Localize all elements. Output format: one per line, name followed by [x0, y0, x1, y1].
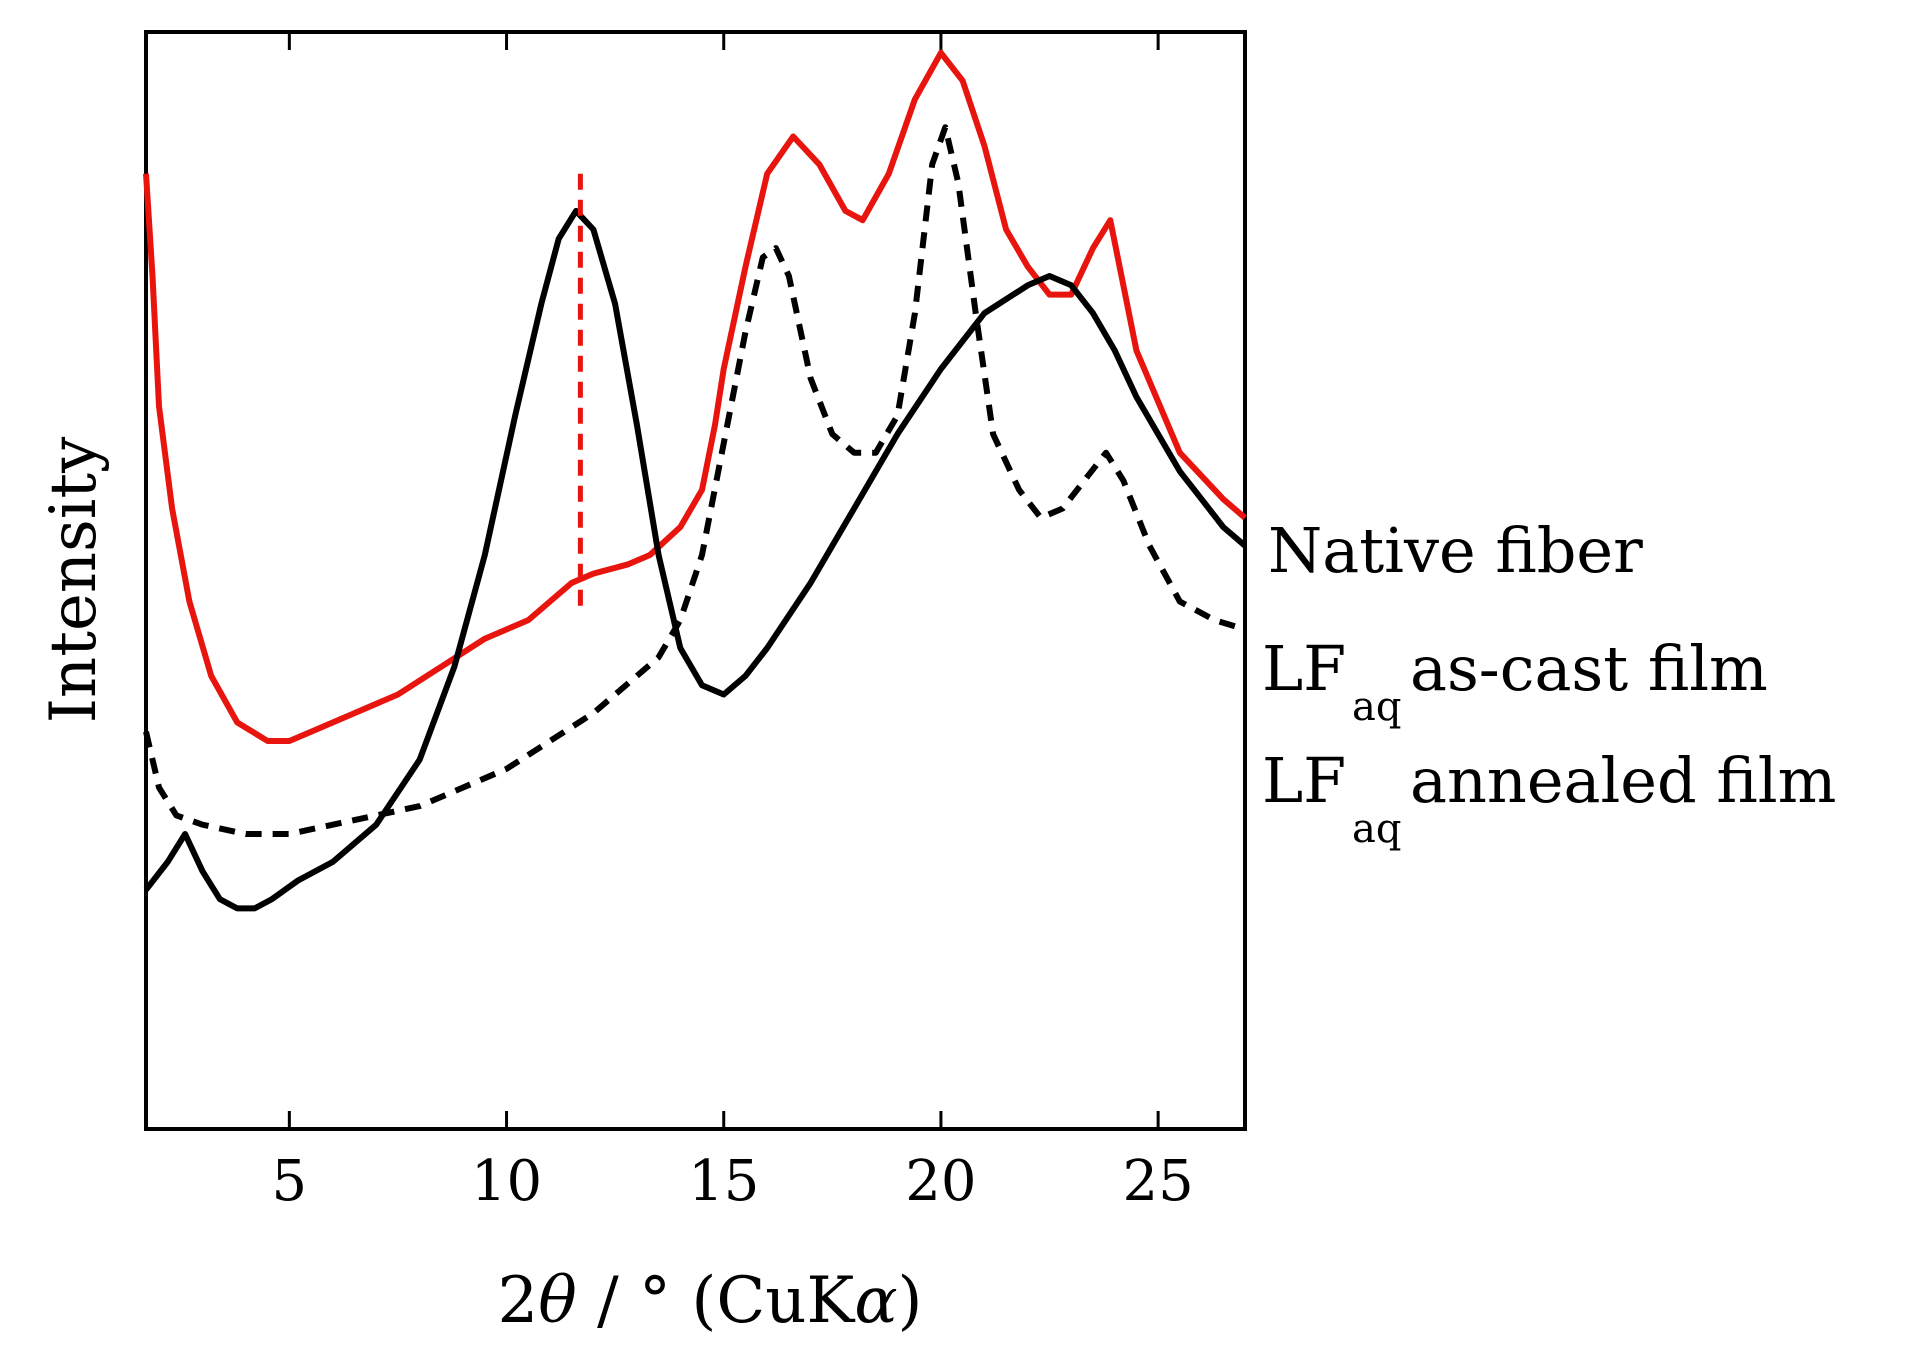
- legend-main: LF: [1262, 632, 1346, 705]
- x-tick-label-20: 20: [905, 1149, 976, 1214]
- y-axis-label: Intensity: [37, 437, 111, 724]
- legend-main: LF: [1262, 744, 1346, 817]
- data-series: [143, 49, 1247, 912]
- x-ticks: [287, 32, 1160, 1129]
- plot-frame: [144, 30, 1247, 1131]
- legend-lfaq-as-cast-film: LF aq as-cast film: [1262, 632, 1768, 730]
- legend-subscript: aq: [1352, 806, 1401, 852]
- legend-native-fiber: Native fiber: [1268, 514, 1643, 587]
- series-line-2: [143, 124, 1246, 837]
- x-tick-labels: 5 10 15 20 25: [272, 1149, 1194, 1214]
- x-axis-label: 2θ / ° (CuKα): [498, 1264, 923, 1338]
- legend-rest: as-cast film: [1410, 632, 1768, 705]
- legend-rest: annealed film: [1410, 744, 1836, 817]
- x-tick-label-10: 10: [471, 1149, 542, 1214]
- x-tick-label-15: 15: [688, 1149, 759, 1214]
- series-line-0: [143, 49, 1247, 744]
- x-tick-label-5: 5: [272, 1149, 308, 1214]
- legend-lfaq-annealed-film: LF aq annealed film: [1262, 744, 1836, 852]
- legend-subscript: aq: [1352, 684, 1401, 730]
- series-line-1: [143, 207, 1247, 912]
- x-tick-label-25: 25: [1122, 1149, 1193, 1214]
